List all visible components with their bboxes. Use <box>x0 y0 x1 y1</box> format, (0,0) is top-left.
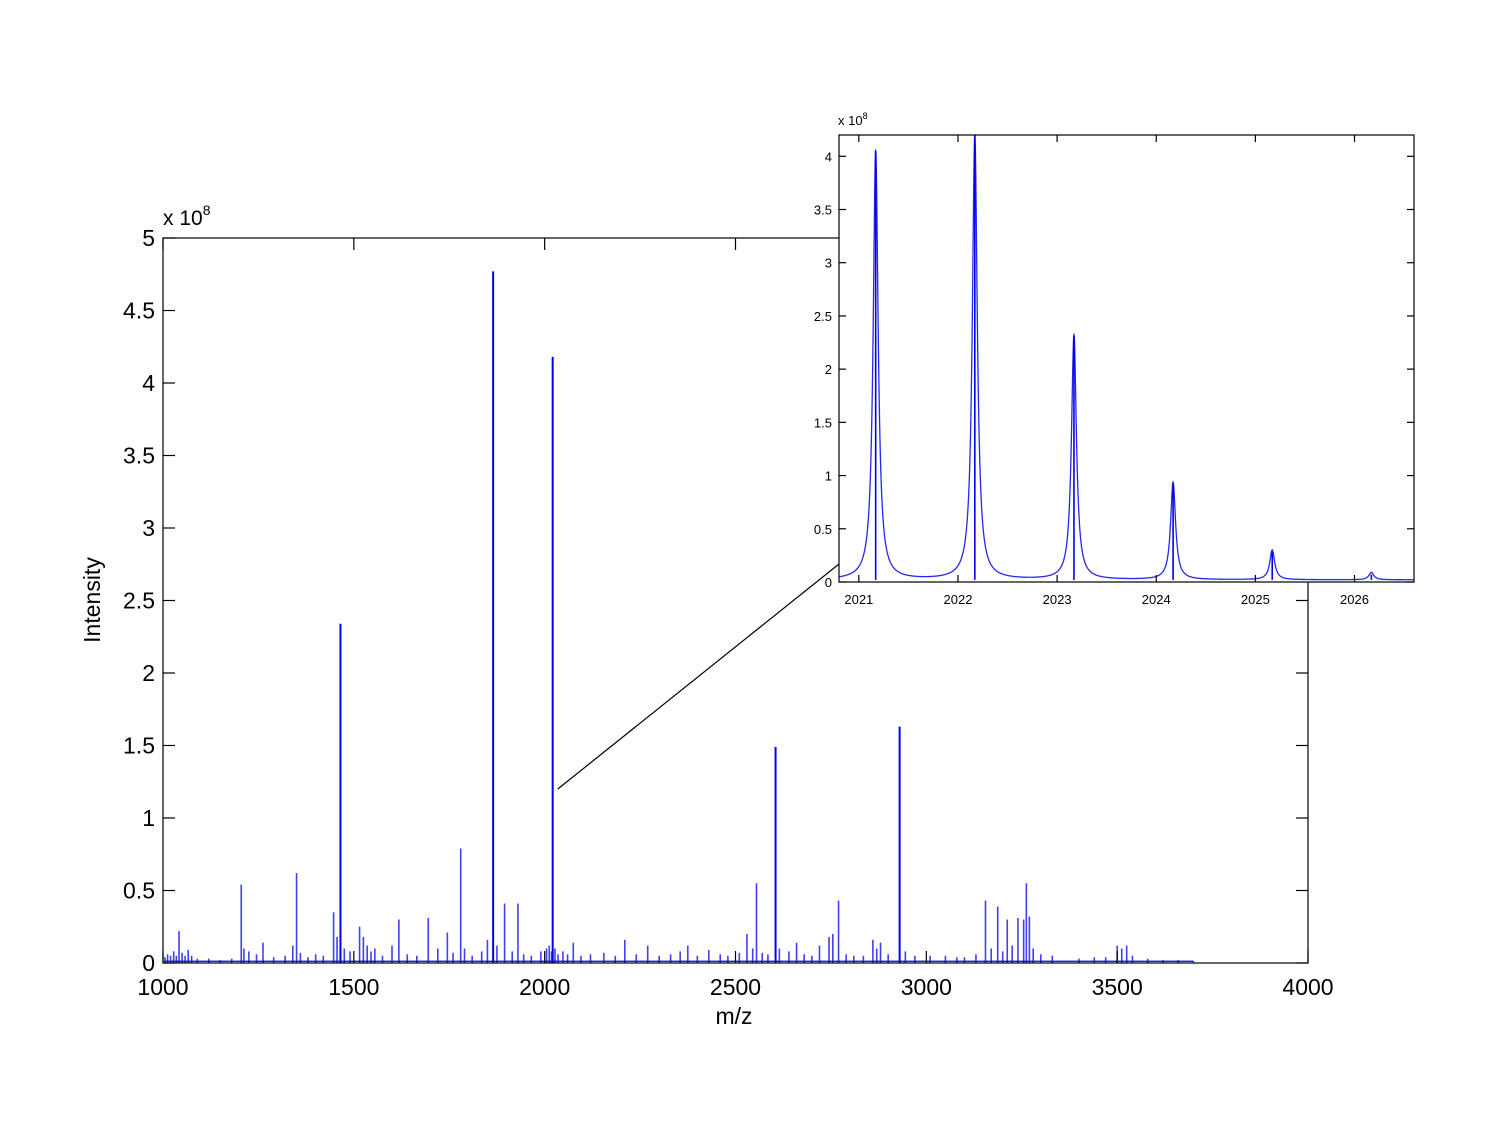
main-y-tick-label: 1.5 <box>123 733 155 759</box>
main-y-tick-label: 4.5 <box>123 298 155 324</box>
main-x-axis: 1000 1500 2000 2500 3000 3500 4000 <box>137 238 1334 1000</box>
inset-y-tick-label: 2.5 <box>814 309 832 324</box>
inset-y-tick-label: 3.5 <box>814 203 832 218</box>
main-y-tick-label: 4 <box>142 370 155 396</box>
main-y-tick-label: 3 <box>142 515 155 541</box>
inset-spectrum-line <box>838 134 1414 581</box>
inset-y-tick-label: 2 <box>825 362 832 377</box>
main-y-axis-label: Intensity <box>79 557 105 643</box>
main-y-exponent-label: x 108 <box>163 202 211 230</box>
inset-x-tick-label: 2023 <box>1043 592 1072 607</box>
main-x-tick-label: 3500 <box>1092 974 1143 1000</box>
zoom-connector-line <box>557 563 840 790</box>
inset-x-tick-label: 2022 <box>944 592 973 607</box>
main-y-tick-label: 1 <box>142 805 155 831</box>
inset-x-tick-label: 2026 <box>1340 592 1369 607</box>
main-y-tick-label: 0.5 <box>123 878 155 904</box>
main-y-tick-label: 5 <box>142 225 155 251</box>
main-spectrum-series <box>164 271 1195 963</box>
inset-y-tick-label: 1.5 <box>814 415 832 430</box>
main-x-tick-label: 1500 <box>328 974 379 1000</box>
main-x-tick-label: 3000 <box>901 974 952 1000</box>
inset-x-tick-label: 2025 <box>1241 592 1270 607</box>
main-y-tick-label: 2 <box>142 660 155 686</box>
main-y-tick-label: 2.5 <box>123 588 155 614</box>
inset-x-axis: 2021 2022 2023 2024 2025 2026 <box>844 135 1369 607</box>
main-x-tick-label: 4000 <box>1282 974 1333 1000</box>
inset-spectrum-series <box>838 134 1414 581</box>
main-spectrum-chart: 1000 1500 2000 2500 3000 3500 4000 0 0.5 1 1.5 2 2.… <box>79 202 1334 1029</box>
main-y-tick-label: 0 <box>142 950 155 976</box>
inset-background <box>839 135 1414 582</box>
main-y-axis: 0 0.5 1 1.5 2 2.5 3 3.5 4 4.5 5 <box>123 225 1308 976</box>
inset-x-tick-label: 2021 <box>844 592 873 607</box>
inset-y-axis: 0 0.5 1 1.5 2 2.5 3 3.5 4 <box>814 149 1414 590</box>
main-x-tick-label: 1000 <box>137 974 188 1000</box>
inset-y-tick-label: 0 <box>825 575 832 590</box>
inset-y-tick-label: 3 <box>825 256 832 271</box>
inset-y-tick-label: 1 <box>825 469 832 484</box>
inset-y-exponent-label: x 108 <box>838 111 868 128</box>
inset-zoom-chart: 2021 2022 2023 2024 2025 2026 0 0.5 1 1.5 2 2.5 3 3.… <box>814 111 1415 607</box>
main-x-tick-label: 2500 <box>710 974 761 1000</box>
inset-plot-frame <box>838 134 1415 583</box>
inset-y-tick-label: 0.5 <box>814 522 832 537</box>
main-y-tick-label: 3.5 <box>123 443 155 469</box>
main-x-tick-label: 2000 <box>519 974 570 1000</box>
inset-y-tick-label: 4 <box>825 149 832 164</box>
main-x-axis-label: m/z <box>715 1003 752 1029</box>
inset-x-tick-label: 2024 <box>1142 592 1171 607</box>
